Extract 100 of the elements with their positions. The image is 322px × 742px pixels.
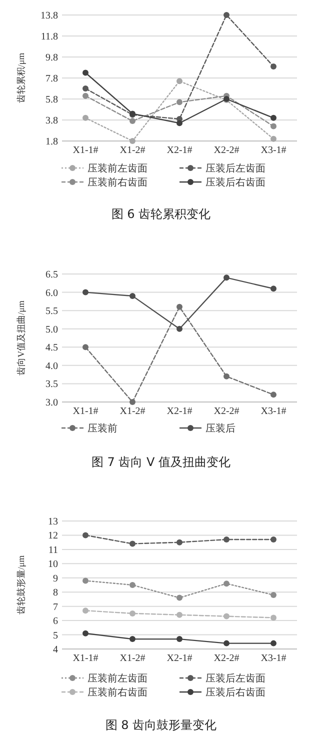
y-axis-title: 齿轮鼓形量/μm <box>16 555 26 615</box>
point <box>224 580 230 587</box>
point <box>176 636 182 642</box>
point <box>82 630 88 636</box>
point <box>176 78 182 84</box>
point <box>82 532 88 538</box>
legend-label: 压装后左齿面 <box>206 672 266 684</box>
x-tick-label: X1-1# <box>72 145 98 156</box>
x-tick-label: X2-1# <box>166 406 192 417</box>
point <box>82 92 88 99</box>
y-tick-label: 4.5 <box>46 342 58 354</box>
y-tick-label: 3.0 <box>46 398 58 408</box>
point <box>130 540 136 547</box>
y-axis-title: 齿向V值及扭曲/μm <box>16 300 26 376</box>
point <box>176 594 182 601</box>
y-tick-label: 13.8 <box>40 10 58 22</box>
x-tick-label: X1-2# <box>120 406 146 417</box>
legend-label: 压装后左齿面 <box>206 162 266 174</box>
y-tick-label: 4.0 <box>46 360 58 372</box>
x-tick-label: X3-1# <box>260 406 286 417</box>
text: 图 6 齿轮累积变化 <box>111 207 211 221</box>
y-tick-label: 10 <box>48 559 58 570</box>
point <box>270 63 276 70</box>
text: 图 8 齿向鼓形量变化 <box>105 718 217 732</box>
point <box>270 123 276 130</box>
x-tick-label: X2-1# <box>166 653 192 664</box>
point <box>176 304 182 310</box>
y-tick-label: 5 <box>53 630 58 642</box>
point <box>130 582 136 588</box>
point <box>130 636 136 642</box>
y-tick-label: 4 <box>53 644 58 656</box>
point <box>270 114 276 121</box>
point <box>270 592 276 598</box>
x-tick-label: X1-2# <box>120 653 146 664</box>
x-tick-label: X3-1# <box>260 145 286 156</box>
point <box>176 539 182 546</box>
y-tick-label: 5.8 <box>46 94 58 106</box>
legend-label: 压装前左齿面 <box>88 672 148 684</box>
point <box>82 86 88 92</box>
point <box>224 274 230 281</box>
y-tick-label: 7 <box>53 602 58 613</box>
point <box>270 536 276 542</box>
y-tick-label: 11.8 <box>40 32 58 42</box>
point <box>176 326 182 332</box>
x-tick-label: X1-1# <box>72 406 98 417</box>
point <box>130 118 136 124</box>
point <box>270 392 276 398</box>
legend-label: 压装后右齿面 <box>206 686 266 698</box>
point <box>270 614 276 621</box>
y-tick-label: 6.5 <box>46 270 58 280</box>
legend-label: 压装后右齿面 <box>206 176 266 188</box>
point <box>130 138 136 144</box>
y-tick-label: 9.8 <box>46 52 58 64</box>
y-tick-label: 11 <box>48 544 58 556</box>
point <box>130 292 136 299</box>
x-tick-label: X3-1# <box>260 653 286 664</box>
point <box>130 399 136 405</box>
point <box>82 608 88 614</box>
x-tick-label: X2-1# <box>166 145 192 156</box>
x-tick-label: X1-2# <box>120 145 146 156</box>
point <box>270 136 276 142</box>
y-tick-label: 6 <box>53 616 58 628</box>
point <box>224 12 230 18</box>
y-tick-label: 3.5 <box>46 379 58 390</box>
point <box>224 536 230 542</box>
legend-label: 压装前 <box>88 422 118 434</box>
point <box>82 289 88 296</box>
y-tick-label: 13 <box>48 516 58 528</box>
point <box>82 70 88 76</box>
x-tick-label: X2-2# <box>214 145 240 156</box>
legend-label: 压装前左齿面 <box>88 162 148 174</box>
y-tick-label: 12 <box>48 530 58 542</box>
y-axis-title: 齿轮累积/μm <box>16 52 26 104</box>
point <box>130 610 136 616</box>
y-tick-label: 5.5 <box>46 306 58 318</box>
y-tick-label: 9 <box>53 573 58 584</box>
y-tick-label: 1.8 <box>46 136 58 148</box>
legend-label: 压装前右齿面 <box>88 176 148 188</box>
y-tick-label: 3.8 <box>46 116 58 126</box>
x-tick-label: X2-2# <box>214 406 240 417</box>
y-tick-label: 5.0 <box>46 324 58 336</box>
y-tick-label: 8 <box>53 588 58 599</box>
point <box>176 99 182 106</box>
point <box>270 640 276 646</box>
point <box>176 120 182 126</box>
x-tick-label: X1-1# <box>72 653 98 664</box>
point <box>224 640 230 646</box>
text: 图 7 齿向 V 值及扭曲变化 <box>91 455 231 469</box>
point <box>82 344 88 350</box>
legend-label: 压装后 <box>206 422 236 434</box>
y-tick-label: 6.0 <box>46 288 58 299</box>
x-tick-label: X2-2# <box>214 653 240 664</box>
point <box>224 373 230 380</box>
point <box>176 612 182 618</box>
point <box>224 613 230 620</box>
y-tick-label: 7.8 <box>46 74 58 84</box>
legend-label: 压装前右齿面 <box>88 686 148 698</box>
point <box>82 578 88 584</box>
point <box>270 286 276 292</box>
point <box>82 114 88 121</box>
